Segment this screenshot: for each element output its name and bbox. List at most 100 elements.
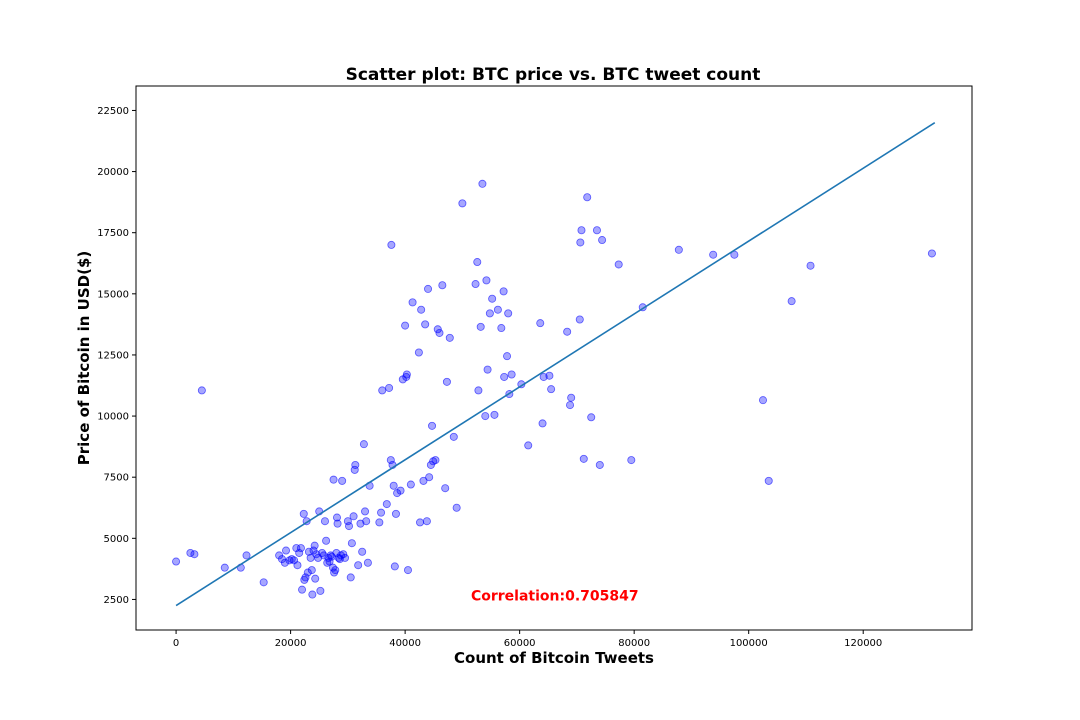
- scatter-point: [363, 558, 372, 567]
- scatter-point: [583, 193, 592, 202]
- scatter-point: [338, 476, 347, 485]
- scatter-point: [406, 480, 415, 489]
- plot-area: Correlation:0.705847: [135, 85, 973, 631]
- scatter-point: [285, 556, 294, 565]
- scatter-point: [417, 305, 426, 314]
- scatter-point: [759, 396, 768, 405]
- scatter-point: [483, 365, 492, 374]
- scatter-point: [547, 385, 556, 394]
- scatter-point: [295, 548, 304, 557]
- scatter-point: [329, 475, 338, 484]
- scatter-point: [614, 260, 623, 269]
- scatter-point: [709, 250, 718, 259]
- y-axis-ticks: 2500 5000 7500 10000 12500 15000 17500 20000 225…: [97, 106, 136, 606]
- scatter-point: [298, 585, 307, 594]
- scatter-point: [336, 551, 345, 560]
- scatter-point: [389, 481, 398, 490]
- scatter-point: [567, 393, 576, 402]
- scatter-point: [445, 333, 454, 342]
- regression-line: [175, 121, 936, 607]
- scatter-point: [361, 507, 370, 516]
- scatter-point: [566, 401, 575, 410]
- scatter-point: [402, 370, 411, 379]
- scatter-point: [396, 486, 405, 495]
- scatter-point: [358, 547, 367, 556]
- scatter-point: [429, 457, 438, 466]
- y-tick-label: 2500: [104, 595, 129, 606]
- scatter-point: [416, 518, 425, 527]
- scatter-point: [458, 199, 467, 208]
- scatter-point: [587, 413, 596, 422]
- scatter-point: [220, 563, 229, 572]
- x-axis-label: Count of Bitcoin Tweets: [454, 649, 654, 667]
- scatter-point: [307, 566, 316, 575]
- x-tick-label: 0: [173, 638, 179, 649]
- scatter-point: [320, 517, 329, 526]
- scatter-point: [287, 555, 296, 564]
- scatter-point: [438, 281, 447, 290]
- scatter-point: [764, 476, 773, 485]
- correlation-annotation: Correlation:0.705847: [471, 589, 639, 605]
- scatter-point: [507, 370, 516, 379]
- scatter-point: [172, 557, 181, 566]
- scatter-point: [408, 298, 417, 307]
- y-tick-label: 5000: [104, 534, 129, 545]
- scatter-point: [592, 226, 601, 235]
- scatter-point: [563, 327, 572, 336]
- scatter-point: [674, 245, 683, 254]
- scatter-point: [471, 280, 480, 289]
- scatter-point: [316, 586, 325, 595]
- y-tick-label: 15000: [97, 289, 129, 300]
- x-tick-label: 100000: [730, 638, 768, 649]
- scatter-point: [378, 386, 387, 395]
- scatter-point: [331, 566, 340, 575]
- scatter-point: [435, 328, 444, 337]
- scatter-point: [545, 371, 554, 380]
- scatter-point: [259, 578, 268, 587]
- scatter-point: [308, 590, 317, 599]
- scatter-point: [343, 517, 352, 526]
- regression-layer: [175, 121, 936, 607]
- scatter-point: [422, 517, 431, 526]
- scatter-point: [323, 558, 332, 567]
- scatter-point: [536, 319, 545, 328]
- chart-title: Scatter plot: BTC price vs. BTC tweet co…: [346, 65, 761, 85]
- scatter-point: [349, 512, 358, 521]
- scatter-point: [280, 558, 289, 567]
- scatter-point: [351, 460, 360, 469]
- scatter-point: [452, 503, 461, 512]
- scatter-point: [473, 258, 482, 267]
- scatter-point: [575, 315, 584, 324]
- scatter-point: [482, 276, 491, 285]
- scatter-point: [403, 566, 412, 575]
- scatter-point: [332, 513, 341, 522]
- scatter-point: [401, 321, 410, 330]
- scatter-point: [190, 550, 199, 559]
- scatter-point: [497, 324, 506, 333]
- scatter-point: [345, 522, 354, 531]
- scatter-point: [595, 460, 604, 469]
- scatter-point: [478, 179, 487, 188]
- scatter-point: [500, 372, 509, 381]
- plot-frame: [135, 85, 973, 631]
- scatter-point: [927, 249, 936, 258]
- points-layer: [172, 179, 936, 599]
- scatter-point: [303, 568, 312, 577]
- scatter-point: [197, 386, 206, 395]
- scatter-point: [386, 456, 395, 465]
- y-tick-label: 17500: [97, 228, 129, 239]
- scatter-point: [538, 419, 547, 428]
- scatter-point: [382, 500, 391, 509]
- scatter-point: [375, 518, 384, 527]
- scatter-point: [493, 305, 502, 314]
- scatter-point: [787, 297, 796, 306]
- scatter-point: [488, 294, 497, 303]
- x-tick-label: 60000: [504, 638, 536, 649]
- scatter-point: [474, 386, 483, 395]
- scatter-point: [481, 412, 490, 421]
- scatter-point: [310, 541, 319, 550]
- scatter-point: [442, 377, 451, 386]
- scatter-point: [325, 557, 334, 566]
- scatter-point: [301, 573, 310, 582]
